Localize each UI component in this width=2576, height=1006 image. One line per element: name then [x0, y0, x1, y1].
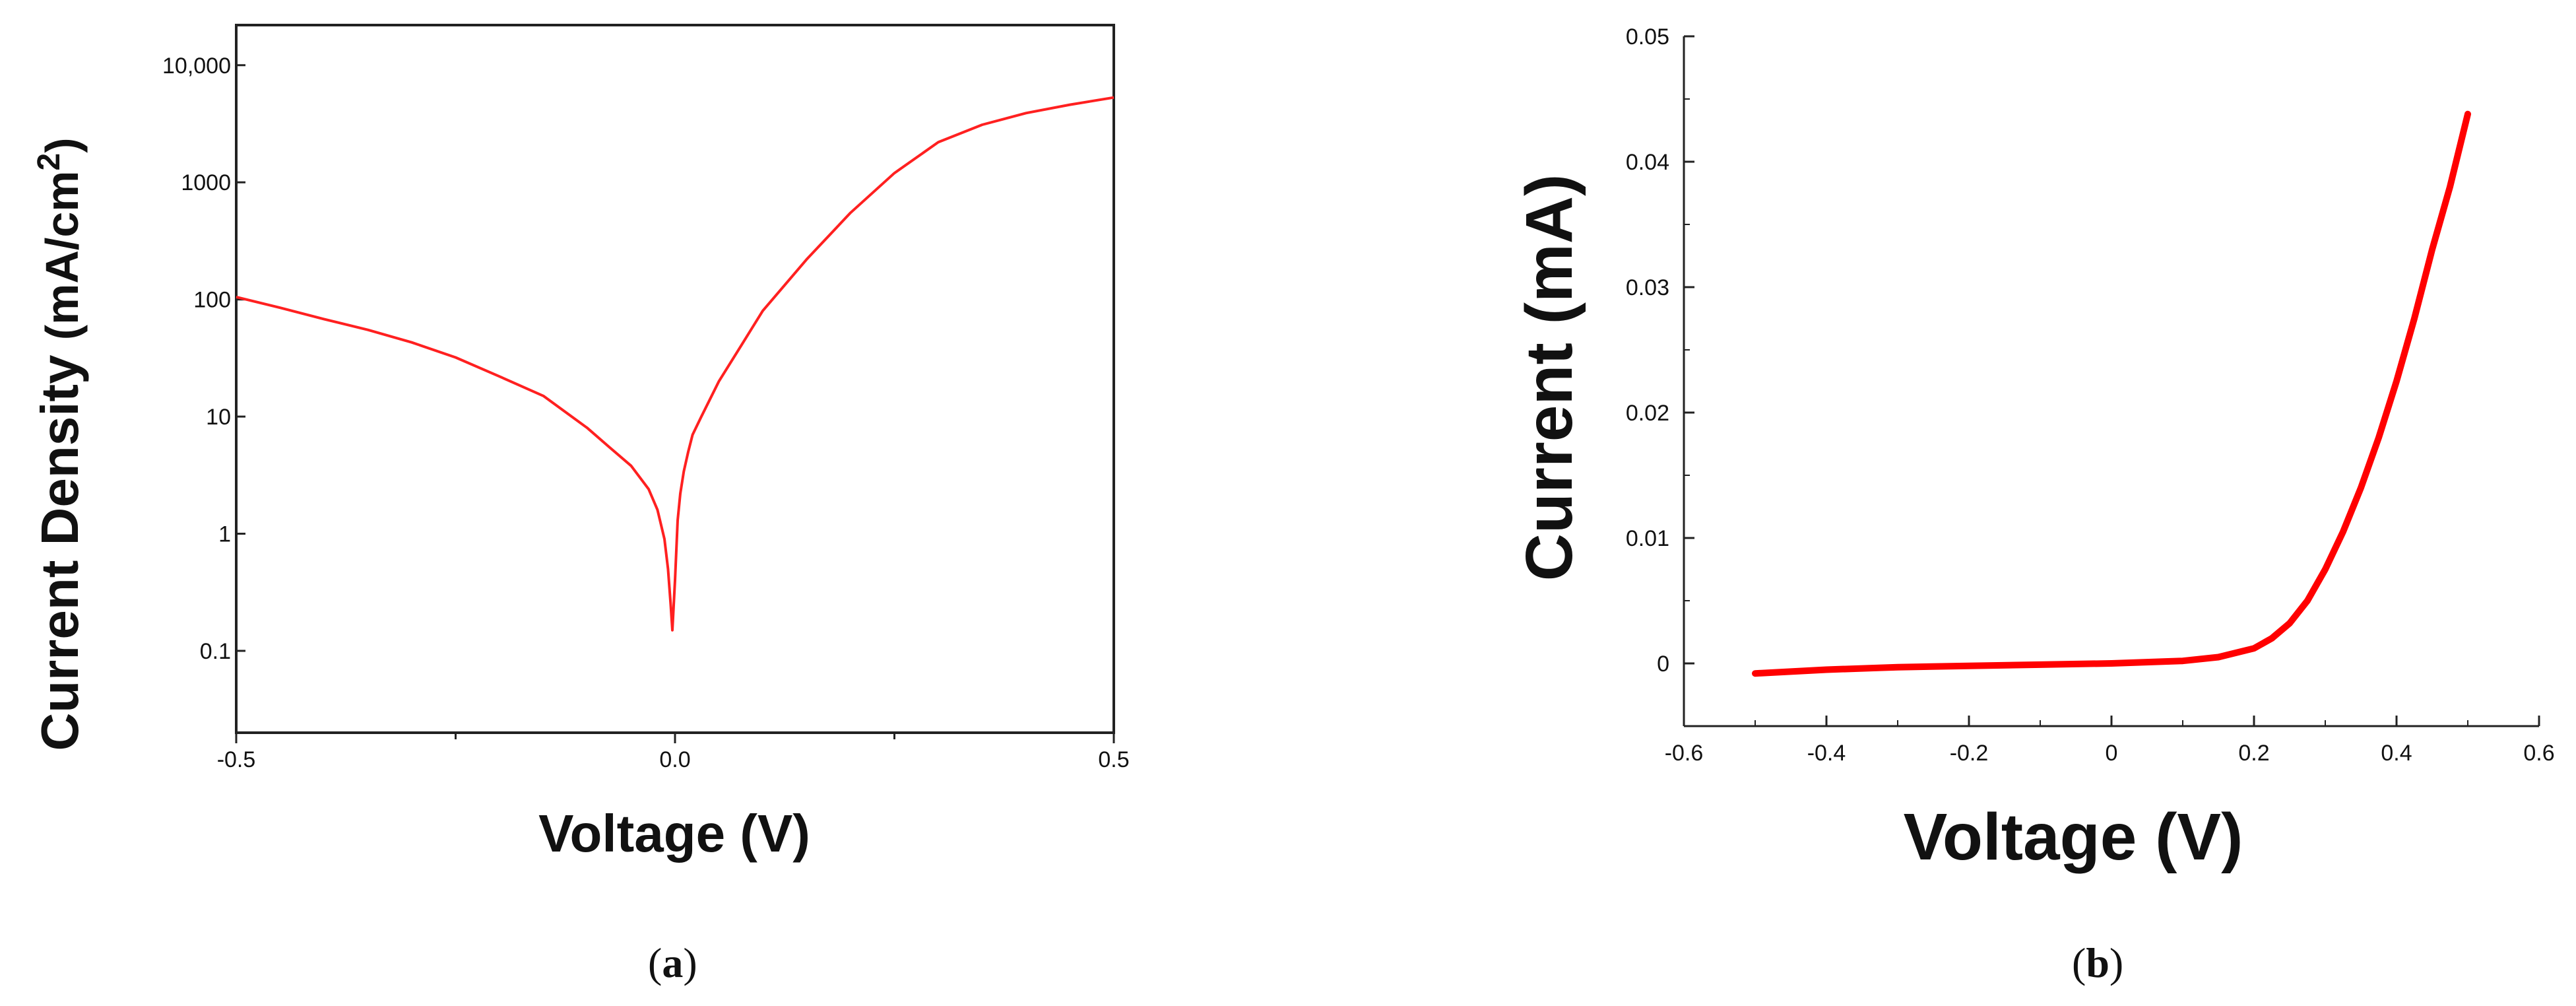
panel-a-plot-area — [235, 24, 1115, 734]
panel-a-y-axis-title: Current Density (mA/cm2) — [30, 137, 89, 751]
panel-a-y-tick-label: 1 — [218, 522, 231, 547]
panel-a-series-line — [236, 96, 1114, 632]
panel-a: 0.1 1 10 100 1000 10,000 -0.5 0.0 0.5 Voltage (… — [30, 24, 1130, 986]
panel-b-x-tick-label: 0 — [2106, 741, 2118, 766]
panel-b-label: (b) — [2072, 939, 2123, 986]
panel-a-y-axis-title-close: ) — [36, 137, 88, 152]
panel-a-y-axis-title-unit: (mA/cm — [36, 170, 88, 340]
panel-a-label: (a) — [648, 939, 697, 986]
panel-b-x-tick-label: 0.6 — [2523, 741, 2554, 766]
panel-a-x-tick-label: 0.5 — [1098, 747, 1129, 772]
panel-a-x-tick-label: -0.5 — [217, 747, 256, 772]
panel-a-x-axis-title: Voltage (V) — [538, 804, 810, 863]
panel-b-y-axis-title: Current (mA) — [1512, 174, 1586, 582]
panel-a-y-ticks: 0.1 1 10 100 1000 10,000 — [162, 53, 245, 664]
panel-b-x-tick-label: 0.4 — [2381, 741, 2412, 766]
panel-b-x-tick-label: 0.2 — [2238, 741, 2269, 766]
panel-a-y-axis-title-superscript: 2 — [32, 153, 67, 171]
panel-b-y-tick-label: 0.05 — [1626, 24, 1669, 50]
panel-a-y-tick-label: 10 — [206, 405, 231, 430]
panel-b-label-letter: b — [2086, 939, 2109, 986]
panel-b: 0 0.01 0.02 0.03 0.04 0.05 -0.6 -0.4 -0.2 0 0.2 0.… — [1512, 24, 2555, 986]
panel-b-series-line — [1752, 110, 2471, 677]
panel-b-plot-area — [1683, 36, 2539, 727]
panel-b-y-tick-label: 0.01 — [1626, 526, 1669, 551]
panel-b-curve — [1752, 110, 2471, 677]
panel-b-x-axis-title: Voltage (V) — [1904, 800, 2243, 874]
panel-b-x-ticks: -0.6 -0.4 -0.2 0 0.2 0.4 0.6 — [1665, 716, 2555, 766]
panel-b-y-ticks: 0 0.01 0.02 0.03 0.04 0.05 — [1626, 24, 1694, 727]
panel-b-y-tick-label: 0 — [1657, 652, 1669, 677]
panel-a-x-tick-label: 0.0 — [659, 747, 690, 772]
panel-a-y-tick-label: 100 — [193, 288, 231, 313]
panel-a-y-tick-label: 0.1 — [200, 639, 231, 664]
panel-b-x-tick-label: -0.2 — [1950, 741, 1989, 766]
panel-a-x-ticks: -0.5 0.0 0.5 — [217, 733, 1130, 772]
panel-a-label-letter: a — [662, 939, 683, 986]
panel-b-x-tick-label: -0.6 — [1665, 741, 1704, 766]
panel-a-y-tick-label: 10,000 — [162, 53, 231, 79]
panel-b-y-tick-label: 0.03 — [1626, 275, 1669, 300]
panel-a-y-tick-label: 1000 — [181, 170, 231, 195]
panel-a-frame — [235, 24, 1115, 734]
panel-b-y-tick-label: 0.02 — [1626, 401, 1669, 426]
panel-b-x-tick-label: -0.4 — [1807, 741, 1846, 766]
panel-a-curve — [236, 96, 1114, 632]
panel-a-y-axis-title-main: Current Density — [30, 340, 89, 751]
panel-b-y-tick-label: 0.04 — [1626, 150, 1669, 175]
